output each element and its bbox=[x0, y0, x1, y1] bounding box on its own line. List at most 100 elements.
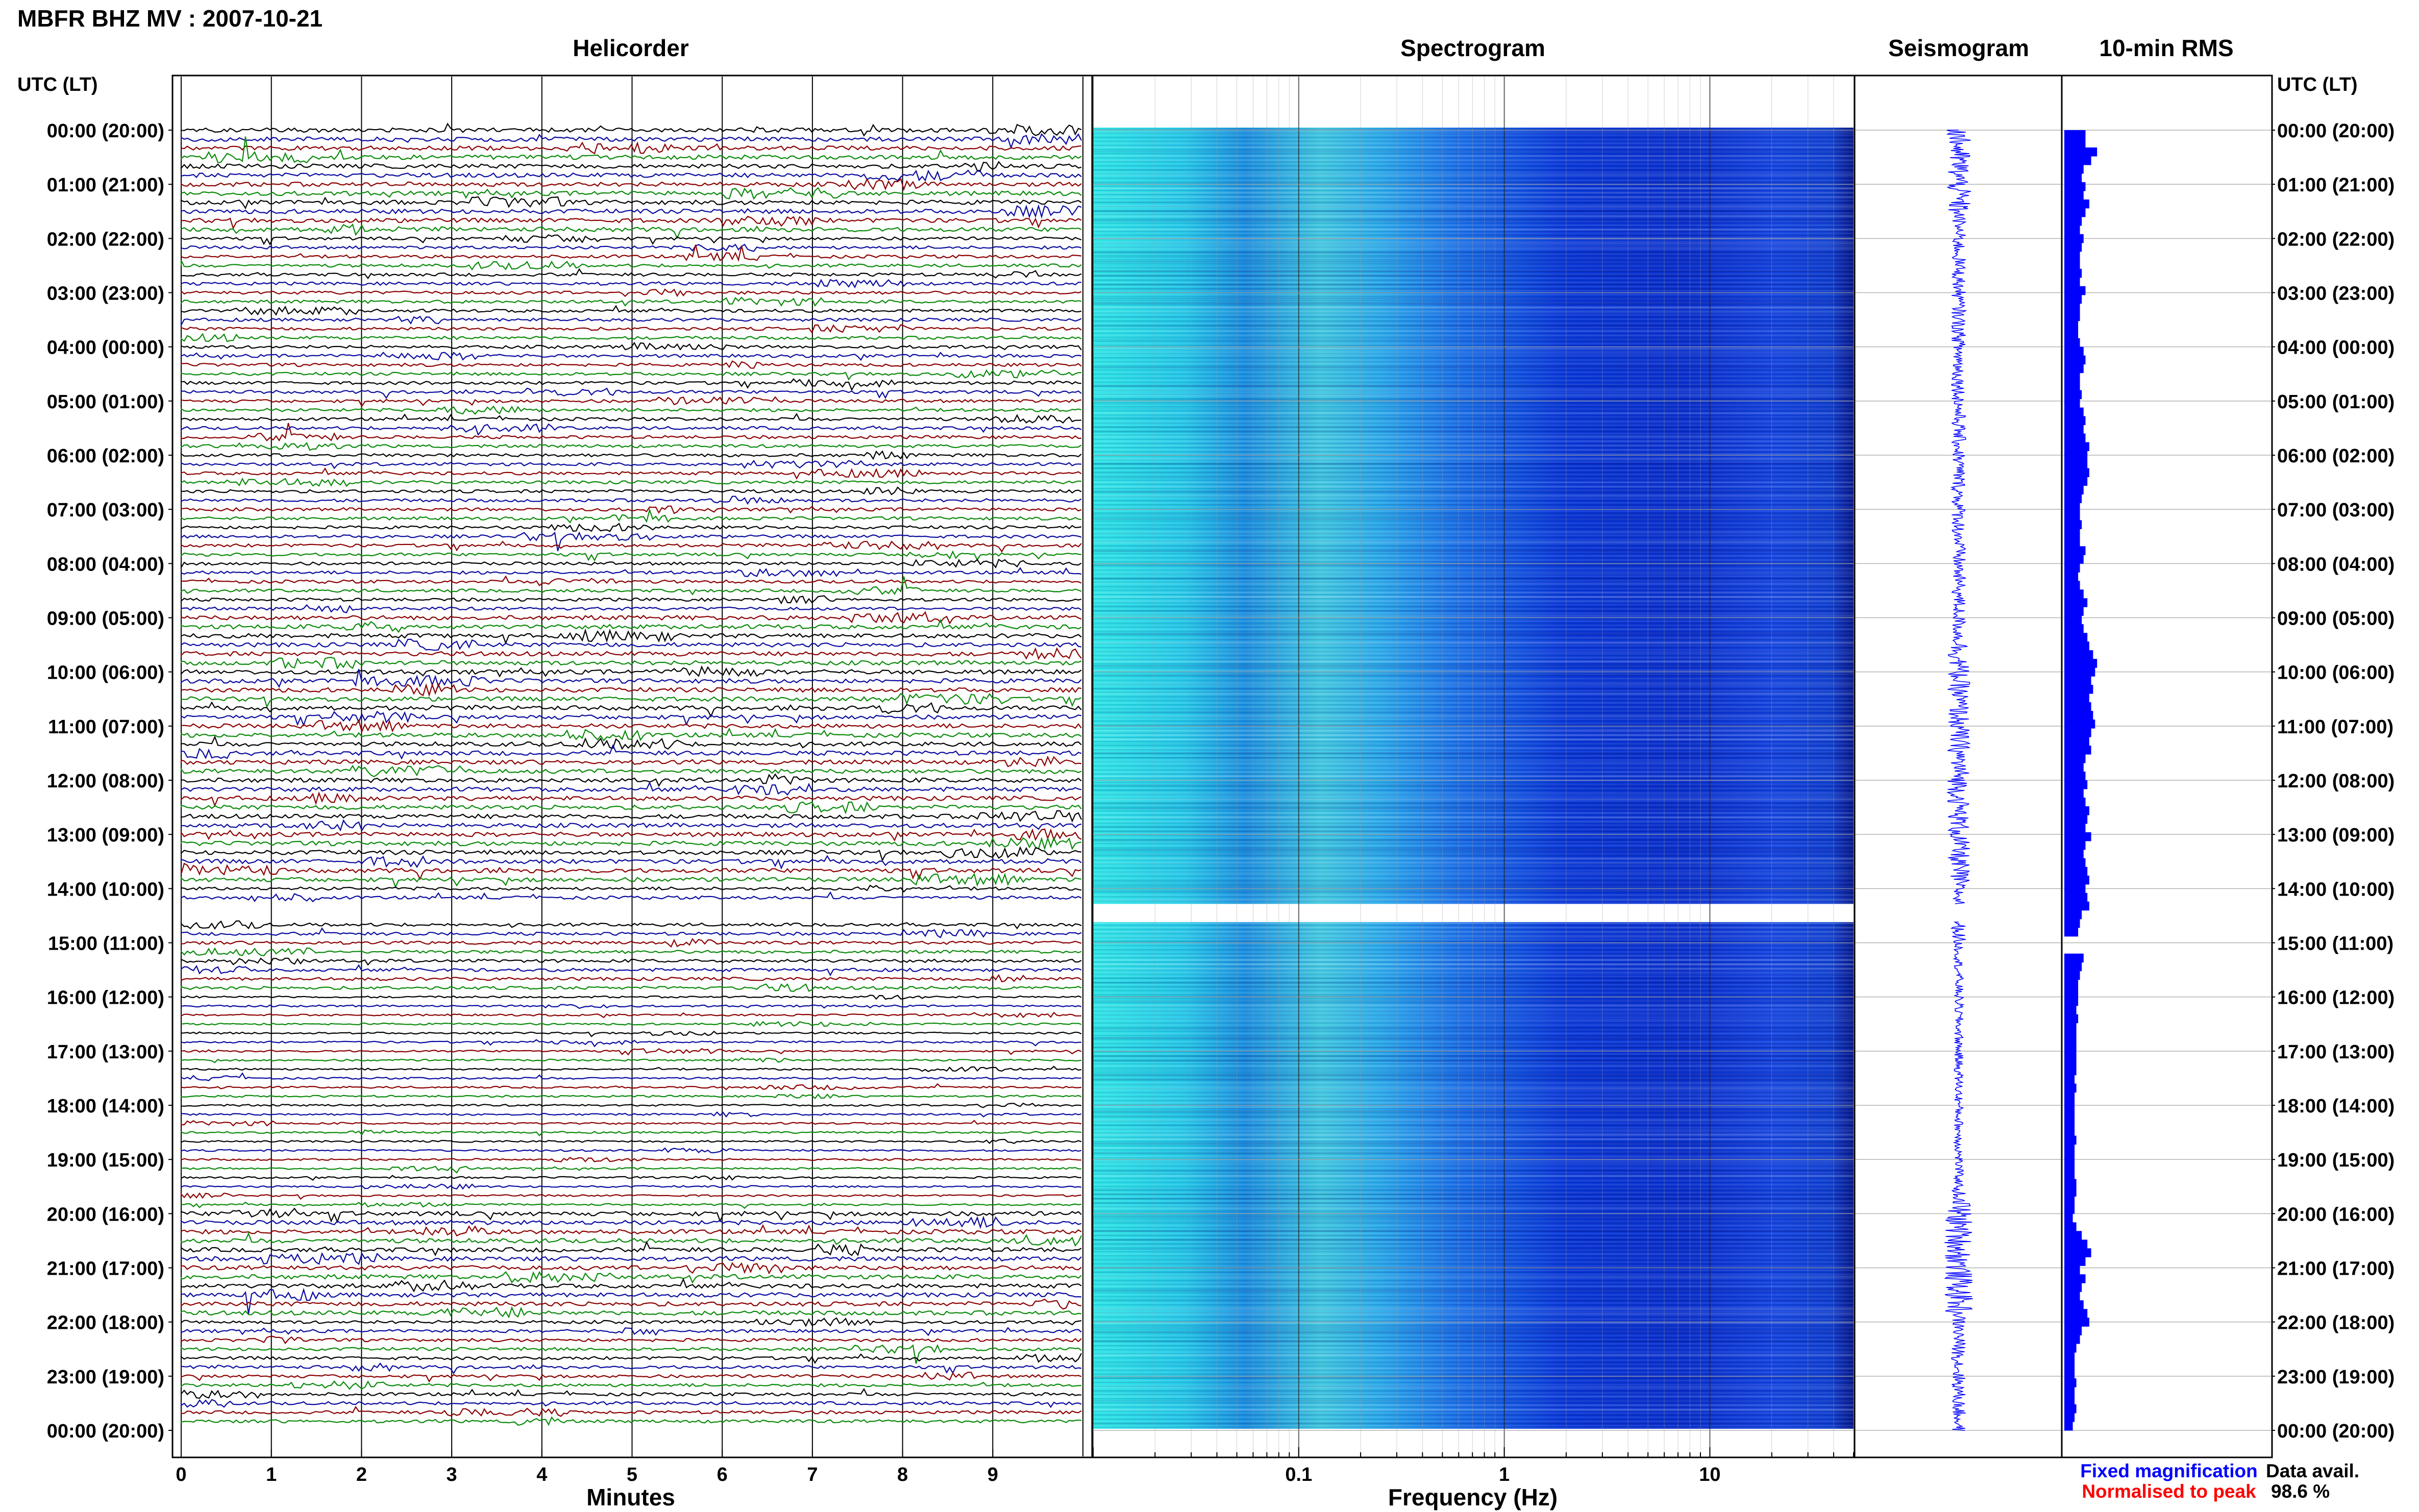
spectrogram-row bbox=[1093, 596, 1854, 598]
spectrogram-row bbox=[1093, 1032, 1854, 1034]
spectrogram-row bbox=[1093, 1211, 1854, 1213]
rms-bar bbox=[2064, 451, 2088, 460]
spectrogram-row bbox=[1093, 247, 1854, 249]
rms-bar bbox=[2064, 607, 2084, 616]
spectrogram-row bbox=[1093, 536, 1854, 538]
spectrogram-row bbox=[1093, 486, 1854, 488]
station-title: MBFR BHZ MV : 2007-10-21 bbox=[17, 5, 323, 32]
helicorder-trace-row bbox=[180, 1416, 1082, 1426]
spectrogram-row bbox=[1093, 775, 1854, 777]
spectrogram-row bbox=[1093, 986, 1854, 988]
time-tick-label-left: 03:00 (23:00) bbox=[47, 283, 164, 305]
helicorder-trace-row bbox=[180, 846, 1082, 862]
frequency-tick-label: 10 bbox=[1699, 1464, 1720, 1485]
spectrogram-row bbox=[1093, 265, 1854, 267]
spectrogram-row bbox=[1093, 619, 1854, 621]
helicorder-trace-row bbox=[180, 855, 1082, 870]
spectrogram-row bbox=[1093, 339, 1854, 341]
rms-bar bbox=[2064, 1205, 2075, 1214]
rms-bar bbox=[2064, 520, 2082, 529]
helicorder-trace-row bbox=[180, 187, 1082, 200]
time-tick-label-left: 19:00 (15:00) bbox=[47, 1150, 164, 1171]
helicorder-trace-row bbox=[180, 938, 1082, 948]
spectrogram-row bbox=[1093, 1083, 1854, 1085]
spectrogram-row bbox=[1093, 844, 1854, 846]
spectrogram-row bbox=[1093, 1414, 1854, 1416]
rms-bar bbox=[2064, 529, 2080, 538]
minute-tick-label: 4 bbox=[536, 1464, 547, 1485]
spectrogram-row bbox=[1093, 334, 1854, 336]
helicorder-trace-row bbox=[180, 1083, 1082, 1090]
spectrogram-row bbox=[1093, 192, 1854, 194]
rms-bar bbox=[2064, 1404, 2077, 1414]
rms-panel bbox=[2061, 75, 2273, 1458]
frequency-tick-label: 1 bbox=[1499, 1464, 1510, 1485]
rms-bar bbox=[2064, 1101, 2075, 1110]
spectrogram-row bbox=[1093, 155, 1854, 157]
spectrogram-row bbox=[1093, 1381, 1854, 1383]
rms-bar bbox=[2064, 537, 2080, 547]
spectrogram-row bbox=[1093, 1005, 1854, 1007]
time-tick-label-left: 22:00 (18:00) bbox=[47, 1312, 164, 1334]
rms-bar bbox=[2064, 728, 2091, 737]
spectrogram-row bbox=[1093, 183, 1854, 185]
spectrogram-row bbox=[1093, 927, 1854, 929]
rms-bar bbox=[2064, 373, 2080, 382]
helicorder-trace-row bbox=[180, 604, 1082, 613]
spectrogram-row bbox=[1093, 931, 1854, 933]
spectrogram-row bbox=[1093, 1156, 1854, 1158]
rms-bar bbox=[2064, 1361, 2075, 1370]
helicorder-trace-row bbox=[180, 701, 1082, 718]
spectrogram-row bbox=[1093, 1166, 1854, 1168]
spectrogram-row bbox=[1093, 849, 1854, 851]
time-tick-label-right: 03:00 (23:00) bbox=[2277, 283, 2395, 305]
rms-bar bbox=[2064, 641, 2089, 651]
data-avail-value: 98.6 % bbox=[2271, 1481, 2330, 1502]
rms-bar bbox=[2064, 685, 2093, 694]
time-axis-label-right: UTC (LT) bbox=[2277, 74, 2358, 95]
spectrogram-row bbox=[1093, 748, 1854, 750]
spectrogram-row bbox=[1093, 743, 1854, 745]
spectrogram-row bbox=[1093, 1014, 1854, 1016]
helicorder-trace-row bbox=[180, 567, 1082, 578]
helicorder-trace-row bbox=[180, 540, 1082, 553]
normalised-to-peak-note: Normalised to peak bbox=[2082, 1481, 2256, 1502]
spectrogram-row bbox=[1093, 1106, 1854, 1108]
spectrogram-row bbox=[1093, 399, 1854, 401]
spectrogram-row bbox=[1093, 449, 1854, 451]
rms-bar bbox=[2064, 789, 2084, 798]
spectrogram-row bbox=[1093, 628, 1854, 630]
spectrogram-row bbox=[1093, 1386, 1854, 1388]
rms-bar bbox=[2064, 1266, 2080, 1275]
rms-bar bbox=[2064, 425, 2084, 434]
rms-bar bbox=[2064, 1248, 2091, 1257]
time-tick-label-left: 01:00 (21:00) bbox=[47, 175, 164, 196]
rms-bar bbox=[2064, 511, 2080, 520]
helicorder-trace-row bbox=[180, 196, 1082, 210]
right-time-axis: 00:00 (20:00) 01:00 (21:00) 02:00 (22:00) 0… bbox=[2268, 120, 2395, 1442]
rms-bar bbox=[2064, 884, 2086, 894]
time-tick-label-right: 19:00 (15:00) bbox=[2277, 1150, 2395, 1171]
spectrogram-row bbox=[1093, 725, 1854, 727]
rms-bar bbox=[2064, 1005, 2077, 1015]
spectrogram-panel: 0.1 1 10 bbox=[1091, 75, 1856, 1485]
helicorder-x-label: Minutes bbox=[586, 1484, 675, 1510]
helicorder-trace-row bbox=[180, 244, 1082, 262]
helicorder-trace-row bbox=[180, 983, 1082, 992]
rms-bar bbox=[2064, 589, 2084, 599]
spectrogram-row bbox=[1093, 624, 1854, 626]
rms-title: 10-min RMS bbox=[2099, 35, 2233, 61]
spectrogram-row bbox=[1093, 1349, 1854, 1351]
spectrogram-row bbox=[1093, 1179, 1854, 1181]
helicorder-trace-row bbox=[180, 1387, 1082, 1399]
rms-bar bbox=[2064, 1040, 2077, 1050]
time-tick-label-right: 04:00 (00:00) bbox=[2277, 337, 2395, 359]
helicorder-trace-row bbox=[180, 618, 1082, 633]
helicorder-trace-row bbox=[180, 744, 1082, 760]
time-tick-label-left: 05:00 (01:00) bbox=[47, 391, 164, 413]
helicorder-trace-row bbox=[180, 223, 1082, 239]
rms-bar bbox=[2064, 485, 2084, 494]
spectrogram-row bbox=[1093, 1120, 1854, 1122]
spectrogram-row bbox=[1093, 899, 1854, 901]
helicorder-trace-row bbox=[181, 486, 1082, 495]
